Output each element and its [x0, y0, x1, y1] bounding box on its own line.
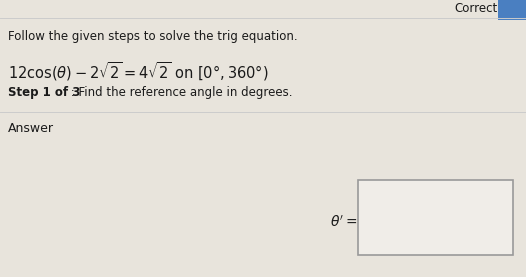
Text: $\theta' =$: $\theta' =$ — [330, 214, 358, 230]
Text: : Find the reference angle in degrees.: : Find the reference angle in degrees. — [67, 86, 292, 99]
Bar — [358, 180, 513, 255]
Text: Correct: Correct — [454, 2, 497, 16]
Text: Answer: Answer — [8, 122, 54, 135]
Text: $12\mathrm{cos}(\theta) - 2\sqrt{2} = 4\sqrt{2}$ on $[0°, 360°)$: $12\mathrm{cos}(\theta) - 2\sqrt{2} = 4\… — [8, 60, 269, 83]
Text: Follow the given steps to solve the trig equation.: Follow the given steps to solve the trig… — [8, 30, 298, 43]
Bar — [498, 0, 526, 20]
Text: Step 1 of 3: Step 1 of 3 — [8, 86, 80, 99]
